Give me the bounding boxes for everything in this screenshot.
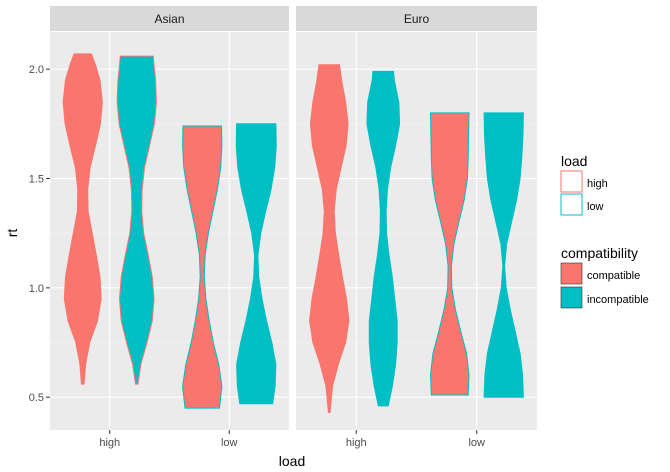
violin-euro-high-compatible [309,64,350,413]
violin-asian-high-incompatible [116,55,157,385]
y-tick-label: 1.5 [29,174,44,186]
x-tick-label-high: high [346,437,367,449]
legend-label-incompatible: incompatible [587,294,649,306]
violin-euro-high-incompatible [366,70,401,407]
legend-key-high [560,170,583,193]
legend-key-incompatible [560,286,583,309]
violin-asian-high-compatible [62,53,103,385]
violin-euro-low-incompatible [483,112,524,398]
violin-asian-low-incompatible [235,123,277,405]
facet-label-euro: Euro [404,12,430,26]
legend-key-low [560,193,583,216]
x-tick-label-low: low [221,437,238,449]
legend-key-compatible [560,262,583,285]
violin-asian-low-compatible [182,125,223,409]
violins-layer [62,53,524,413]
x-tick-label-low: low [468,437,485,449]
legend-title-compatibility: compatibility [561,245,638,261]
facet-strip-euro [296,6,537,31]
axes-layer: high low high low 0.5 1.0 1.5 2.0 [29,64,485,449]
legend-title-load: load [561,153,587,169]
y-axis-title: rt [4,229,20,238]
y-tick-label: 1.0 [29,283,44,295]
facet-strip-asian [50,6,289,31]
y-tick-label: 0.5 [29,392,44,404]
legend-label-compatible: compatible [587,270,640,282]
legend: load high low compatibility compatible i… [560,153,649,309]
y-tick-label: 2.0 [29,64,44,76]
x-axis-title: load [279,453,305,469]
legend-label-high: high [587,178,608,190]
violin-euro-low-compatible [429,112,470,396]
facet-label-asian: Asian [154,12,184,26]
legend-label-low: low [587,201,604,213]
x-tick-label-high: high [99,437,120,449]
